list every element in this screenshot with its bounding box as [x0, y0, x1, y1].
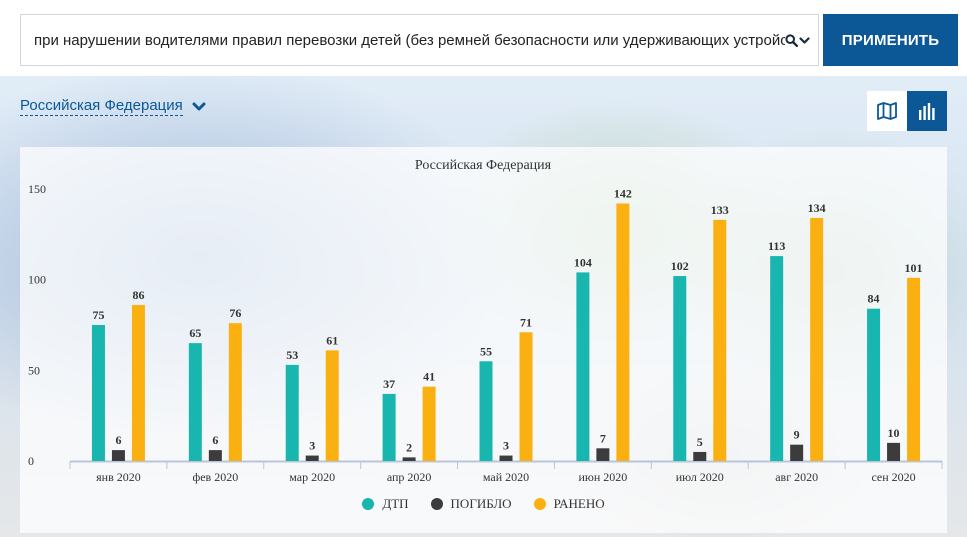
data-label: 65 — [189, 326, 201, 340]
y-tick-label: 50 — [28, 363, 40, 377]
apply-button[interactable]: ПРИМЕНИТЬ — [823, 14, 958, 66]
legend-label: ДТП — [382, 496, 409, 511]
chart-legend: ДТП ПОГИБЛО РАНЕНО — [20, 496, 947, 512]
legend-item[interactable]: ДТП — [362, 496, 409, 512]
bar[interactable] — [576, 272, 590, 461]
map-icon — [877, 102, 897, 120]
x-tick-label: фев 2020 — [192, 470, 238, 484]
chevron-down-icon[interactable] — [192, 101, 206, 113]
data-label: 6 — [115, 433, 121, 447]
bar[interactable] — [479, 361, 493, 461]
search-icon — [785, 33, 798, 47]
violation-type-select[interactable]: при нарушении водителями правил перевозк… — [20, 14, 819, 66]
data-label: 84 — [868, 292, 880, 306]
legend-swatch — [533, 498, 546, 510]
bar[interactable] — [693, 451, 707, 461]
data-label: 10 — [888, 426, 900, 440]
x-tick-label: май 2020 — [483, 470, 529, 484]
region-selector[interactable]: Российская Федерация — [20, 97, 183, 116]
data-label: 113 — [768, 239, 785, 253]
data-label: 102 — [671, 259, 689, 273]
data-label: 3 — [503, 439, 509, 453]
x-tick-label: янв 2020 — [96, 470, 141, 484]
data-label: 2 — [406, 440, 412, 454]
bar[interactable] — [770, 256, 784, 461]
bar[interactable] — [111, 450, 125, 461]
x-tick-label: авг 2020 — [775, 470, 818, 484]
data-label: 53 — [286, 348, 298, 362]
x-tick-label: мар 2020 — [289, 470, 335, 484]
bar[interactable] — [907, 277, 921, 461]
data-label: 9 — [794, 428, 800, 442]
bar[interactable] — [382, 393, 396, 461]
chart-view-button[interactable] — [907, 91, 947, 131]
chart-title: Российская Федерация — [415, 158, 552, 173]
bar[interactable] — [673, 276, 687, 461]
bar[interactable] — [422, 386, 436, 461]
violation-type-value: при нарушении водителями правил перевозк… — [34, 31, 785, 49]
bar[interactable] — [91, 325, 105, 461]
data-label: 3 — [309, 439, 315, 453]
data-label: 76 — [229, 306, 241, 320]
data-label: 61 — [326, 333, 338, 347]
y-tick-label: 100 — [28, 273, 46, 287]
data-label: 55 — [480, 344, 492, 358]
data-label: 71 — [520, 315, 532, 329]
data-label: 134 — [808, 201, 826, 215]
bar[interactable] — [790, 444, 804, 461]
bar[interactable] — [810, 218, 824, 461]
data-label: 5 — [697, 435, 703, 449]
data-label: 133 — [711, 203, 729, 217]
legend-label: РАНЕНО — [553, 496, 605, 511]
data-label: 75 — [92, 308, 104, 322]
legend-swatch — [430, 498, 443, 510]
x-tick-label: апр 2020 — [387, 470, 432, 484]
data-label: 142 — [614, 187, 632, 201]
y-tick-label: 150 — [28, 182, 46, 196]
bar[interactable] — [228, 323, 242, 461]
x-tick-label: июн 2020 — [578, 470, 627, 484]
bar[interactable] — [499, 455, 513, 461]
data-label: 7 — [600, 431, 606, 445]
data-label: 41 — [423, 370, 435, 384]
data-label: 6 — [212, 433, 218, 447]
filter-bar: при нарушении водителями правил перевозк… — [0, 0, 967, 76]
x-tick-label: сен 2020 — [871, 470, 915, 484]
bar[interactable] — [596, 448, 610, 461]
bar[interactable] — [616, 203, 630, 462]
bar[interactable] — [402, 457, 416, 461]
data-label: 104 — [574, 255, 592, 269]
bar[interactable] — [887, 442, 901, 461]
bar[interactable] — [713, 219, 727, 461]
legend-item[interactable]: ПОГИБЛО — [430, 496, 512, 512]
y-tick-label: 0 — [28, 454, 34, 468]
bar[interactable] — [188, 343, 202, 461]
bar[interactable] — [208, 450, 222, 461]
x-tick-label: июл 2020 — [676, 470, 724, 484]
chart-panel: Российская Федерация 0 50 100 150 75 6 86 65 6 7… — [20, 147, 947, 533]
bar[interactable] — [867, 308, 881, 461]
legend-swatch — [362, 498, 375, 510]
chevron-down-icon[interactable] — [799, 35, 810, 46]
bar[interactable] — [131, 305, 145, 461]
map-view-button[interactable] — [867, 91, 907, 131]
view-toggle — [867, 91, 947, 131]
bar[interactable] — [519, 332, 533, 461]
data-label: 37 — [383, 377, 395, 391]
bar[interactable] — [325, 350, 339, 461]
data-label: 101 — [905, 261, 923, 275]
bar-chart-icon — [919, 103, 935, 120]
bar[interactable] — [285, 364, 299, 461]
bar[interactable] — [305, 455, 319, 461]
legend-item[interactable]: РАНЕНО — [533, 496, 605, 512]
data-label: 86 — [132, 288, 144, 302]
legend-label: ПОГИБЛО — [450, 496, 512, 511]
